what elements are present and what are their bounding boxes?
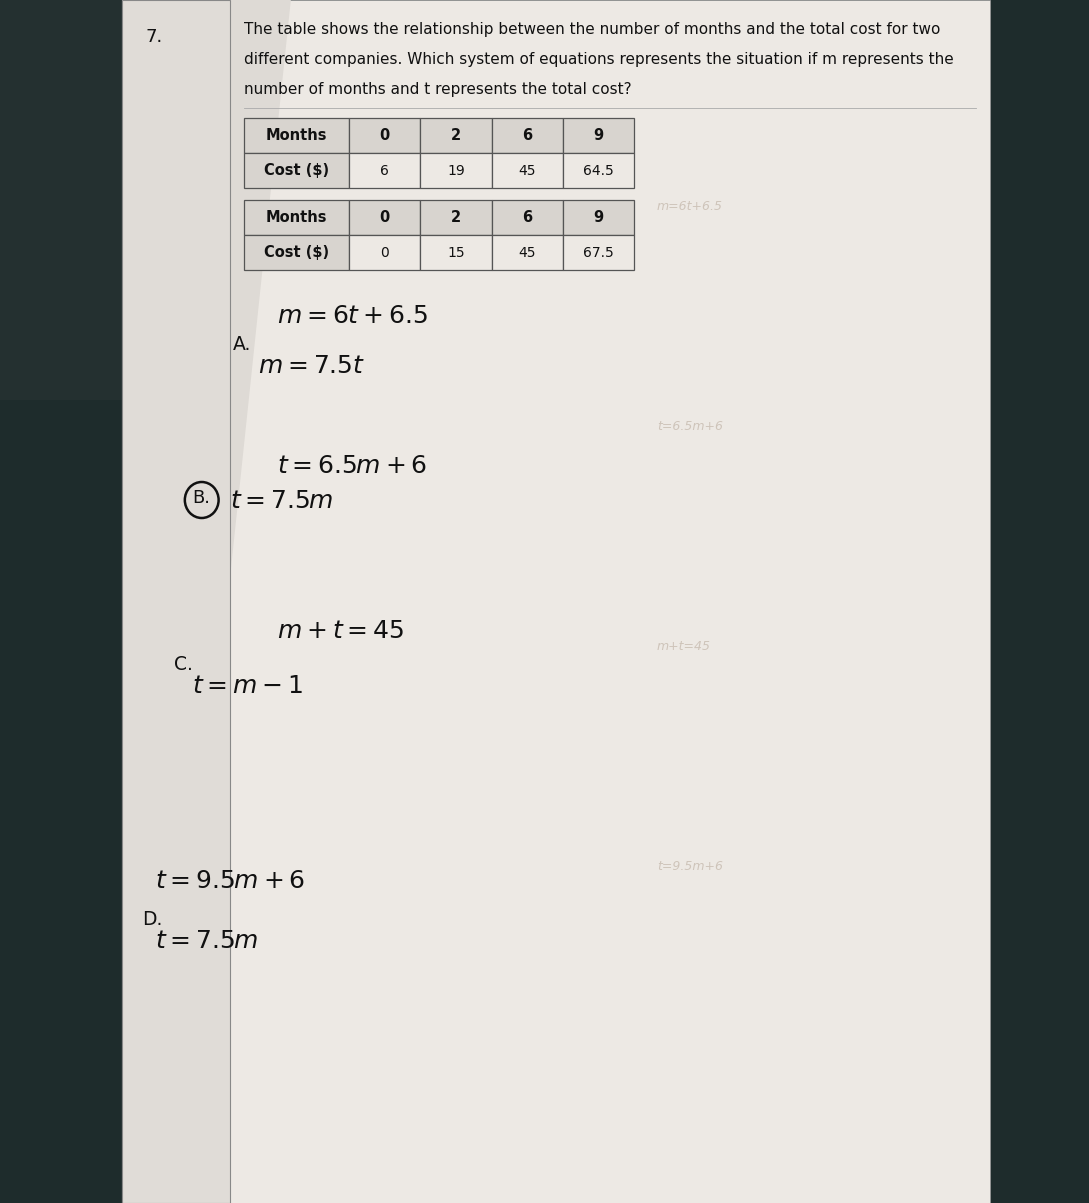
Bar (491, 153, 563, 188)
Bar (420, 200, 491, 235)
Bar (491, 200, 563, 235)
Text: t=9.5m+6: t=9.5m+6 (657, 860, 723, 873)
Text: m=6t+6.5: m=6t+6.5 (657, 200, 723, 213)
Text: 67.5: 67.5 (584, 245, 614, 260)
Text: $m + t = 45$: $m + t = 45$ (277, 620, 404, 642)
Bar (122, 0, 230, 1203)
Text: 7.: 7. (146, 28, 162, 46)
Bar (563, 200, 634, 235)
Bar (244, 235, 348, 269)
Text: $t = 9.5m + 6$: $t = 9.5m + 6$ (155, 870, 305, 893)
Bar (244, 200, 348, 235)
Text: C.: C. (173, 654, 193, 674)
Bar (491, 235, 563, 269)
Bar (491, 118, 563, 153)
Bar (563, 118, 634, 153)
Text: 9: 9 (594, 128, 603, 143)
Polygon shape (0, 0, 394, 401)
Text: A.: A. (233, 334, 252, 354)
Text: $t = 7.5m$: $t = 7.5m$ (155, 930, 258, 953)
Bar (348, 118, 420, 153)
Text: $m = 7.5t$: $m = 7.5t$ (258, 355, 366, 378)
Text: m+t=45: m+t=45 (657, 640, 711, 653)
Text: 0: 0 (380, 211, 390, 225)
Text: $t = 6.5m + 6$: $t = 6.5m + 6$ (277, 455, 427, 478)
Text: Months: Months (266, 211, 327, 225)
Text: 64.5: 64.5 (584, 164, 614, 178)
Text: 0: 0 (380, 128, 390, 143)
Bar (563, 235, 634, 269)
Text: 6: 6 (523, 128, 533, 143)
Text: number of months and t represents the total cost?: number of months and t represents the to… (244, 82, 632, 97)
Text: different companies. Which system of equations represents the situation if m rep: different companies. Which system of equ… (244, 52, 954, 67)
Text: Months: Months (266, 128, 327, 143)
Bar (563, 153, 634, 188)
Bar (348, 200, 420, 235)
Text: 6: 6 (380, 164, 389, 178)
Polygon shape (122, 0, 291, 1203)
Text: D.: D. (143, 909, 163, 929)
Text: 9: 9 (594, 211, 603, 225)
Text: $m = 6t + 6.5$: $m = 6t + 6.5$ (277, 306, 428, 328)
Text: 15: 15 (448, 245, 465, 260)
Bar (348, 153, 420, 188)
Text: $t = 7.5m$: $t = 7.5m$ (230, 490, 333, 512)
Bar (420, 118, 491, 153)
Text: 45: 45 (518, 245, 536, 260)
Text: 0: 0 (380, 245, 389, 260)
Text: The table shows the relationship between the number of months and the total cost: The table shows the relationship between… (244, 22, 940, 37)
Text: t=6.5m+6: t=6.5m+6 (657, 420, 723, 433)
Text: B.: B. (193, 488, 210, 506)
Bar (244, 118, 348, 153)
Text: 45: 45 (518, 164, 536, 178)
Polygon shape (0, 0, 1021, 1203)
Text: Cost ($): Cost ($) (264, 245, 329, 260)
Bar (420, 153, 491, 188)
Text: Cost ($): Cost ($) (264, 162, 329, 178)
Polygon shape (122, 0, 990, 1203)
Text: 2: 2 (451, 211, 461, 225)
Bar (244, 153, 348, 188)
Text: $t = m - 1$: $t = m - 1$ (193, 675, 304, 698)
Text: 19: 19 (448, 164, 465, 178)
Bar (348, 235, 420, 269)
Bar (420, 235, 491, 269)
Text: 6: 6 (523, 211, 533, 225)
Text: 2: 2 (451, 128, 461, 143)
